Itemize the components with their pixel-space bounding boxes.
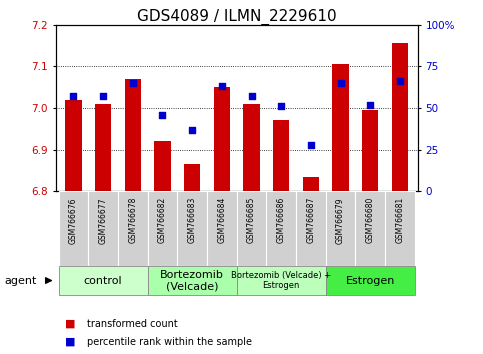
Text: Bortezomib
(Velcade): Bortezomib (Velcade)	[160, 270, 224, 291]
Point	[248, 93, 256, 99]
Bar	[148, 266, 237, 295]
Bar	[95, 104, 111, 191]
Text: ■: ■	[65, 337, 76, 347]
Bar	[385, 191, 415, 266]
Bar	[58, 266, 148, 295]
Bar	[58, 191, 88, 266]
Text: GSM766685: GSM766685	[247, 197, 256, 244]
Text: GSM766677: GSM766677	[99, 197, 108, 244]
Bar	[326, 266, 415, 295]
Text: GSM766684: GSM766684	[217, 197, 227, 244]
Point	[307, 142, 315, 147]
Bar	[65, 100, 82, 191]
Text: GSM766683: GSM766683	[187, 197, 197, 244]
Bar	[392, 44, 408, 191]
Bar	[148, 191, 177, 266]
Text: Bortezomib (Velcade) +
Estrogen: Bortezomib (Velcade) + Estrogen	[231, 271, 331, 290]
Text: ■: ■	[65, 319, 76, 329]
Bar	[355, 191, 385, 266]
Text: GSM766681: GSM766681	[396, 197, 404, 243]
Text: control: control	[84, 275, 122, 286]
Bar	[125, 79, 141, 191]
Bar	[332, 64, 349, 191]
Bar	[118, 191, 148, 266]
Bar	[207, 191, 237, 266]
Text: GSM766678: GSM766678	[128, 197, 137, 244]
Point	[337, 80, 344, 86]
Bar	[303, 177, 319, 191]
Text: agent: agent	[5, 275, 37, 286]
Bar	[184, 164, 200, 191]
Bar	[237, 191, 266, 266]
Text: transformed count: transformed count	[87, 319, 178, 329]
Bar	[243, 104, 260, 191]
Bar	[296, 191, 326, 266]
Point	[129, 80, 137, 86]
Text: GSM766687: GSM766687	[306, 197, 315, 244]
Text: GSM766676: GSM766676	[69, 197, 78, 244]
Bar	[326, 191, 355, 266]
Bar	[154, 141, 170, 191]
Point	[70, 93, 77, 99]
Bar	[362, 110, 379, 191]
Bar	[177, 191, 207, 266]
Text: GSM766686: GSM766686	[277, 197, 286, 244]
Point	[158, 112, 166, 118]
Bar	[237, 266, 326, 295]
Title: GDS4089 / ILMN_2229610: GDS4089 / ILMN_2229610	[137, 8, 337, 25]
Point	[218, 84, 226, 89]
Bar	[213, 87, 230, 191]
Point	[188, 127, 196, 132]
Bar	[88, 191, 118, 266]
Text: GSM766682: GSM766682	[158, 197, 167, 243]
Point	[396, 79, 404, 84]
Text: GSM766680: GSM766680	[366, 197, 375, 244]
Bar	[273, 120, 289, 191]
Text: percentile rank within the sample: percentile rank within the sample	[87, 337, 252, 347]
Point	[367, 102, 374, 108]
Text: Estrogen: Estrogen	[346, 275, 395, 286]
Point	[99, 93, 107, 99]
Point	[277, 103, 285, 109]
Bar	[266, 191, 296, 266]
Text: GSM766679: GSM766679	[336, 197, 345, 244]
